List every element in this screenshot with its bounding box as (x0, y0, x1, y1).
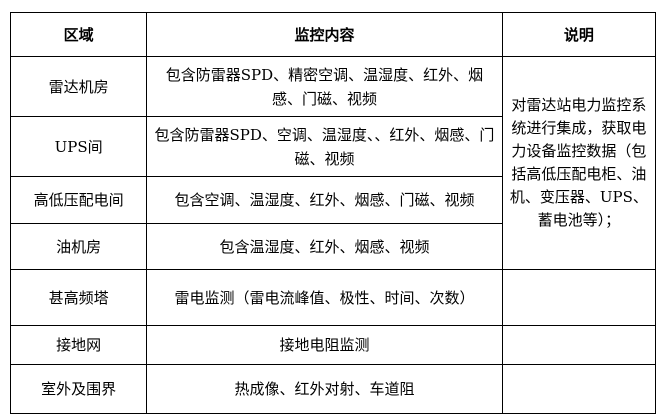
area-cell: 高低压配电间 (9, 176, 148, 224)
table-header-row: 区域 监控内容 说明 (9, 12, 657, 57)
content-cell: 包含防雷器SPD、精密空调、温湿度、红外、烟感、门磁、视频 (146, 56, 503, 117)
empty-note-cell (501, 269, 657, 326)
table-row: 接地网 接地电阻监测 (9, 325, 657, 365)
header-area: 区域 (9, 12, 148, 57)
area-cell: 雷达机房 (9, 56, 148, 117)
content-cell: 包含空调、温湿度、红外、烟感、门磁、视频 (146, 176, 503, 224)
area-cell: 室外及围界 (9, 364, 148, 414)
table-row: 油机房 包含温湿度、红外、烟感、视频 (9, 223, 656, 270)
table-row: UPS间 包含防雷器SPD、空调、温湿度、、红外、烟感、门磁、视频 (9, 116, 656, 177)
header-note: 说明 (501, 12, 657, 57)
table-row: 高低压配电间 包含空调、温湿度、红外、烟感、门磁、视频 (9, 176, 656, 224)
area-cell: 甚高频塔 (9, 269, 148, 326)
monitoring-table: 区域 监控内容 说明 雷达机房 包含防雷器SPD、精密空调、温湿度、红外、烟感、… (9, 12, 657, 414)
content-cell: 雷电监测（雷电流峰值、极性、时间、次数） (146, 269, 503, 326)
header-content: 监控内容 (146, 12, 503, 57)
content-cell: 包含防雷器SPD、空调、温湿度、、红外、烟感、门磁、视频 (146, 116, 503, 177)
area-cell: 接地网 (9, 325, 148, 365)
content-cell: 热成像、红外对射、车道阻 (146, 364, 503, 414)
empty-note-cell (501, 325, 657, 365)
area-cell: UPS间 (9, 116, 148, 177)
table-row: 室外及围界 热成像、红外对射、车道阻 (9, 364, 657, 414)
content-cell: 接地电阻监测 (146, 325, 503, 365)
table-row: 甚高频塔 雷电监测（雷电流峰值、极性、时间、次数） (9, 269, 657, 326)
note-cell: 对雷达站电力监控系统进行集成，获取电力设备监控数据（包括高低压配电柜、油机、变压… (501, 56, 657, 270)
content-cell: 包含温湿度、红外、烟感、视频 (146, 223, 503, 270)
area-cell: 油机房 (9, 223, 148, 270)
table-row: 雷达机房 包含防雷器SPD、精密空调、温湿度、红外、烟感、门磁、视频 对雷达站电… (9, 56, 657, 270)
empty-note-cell (501, 364, 657, 414)
